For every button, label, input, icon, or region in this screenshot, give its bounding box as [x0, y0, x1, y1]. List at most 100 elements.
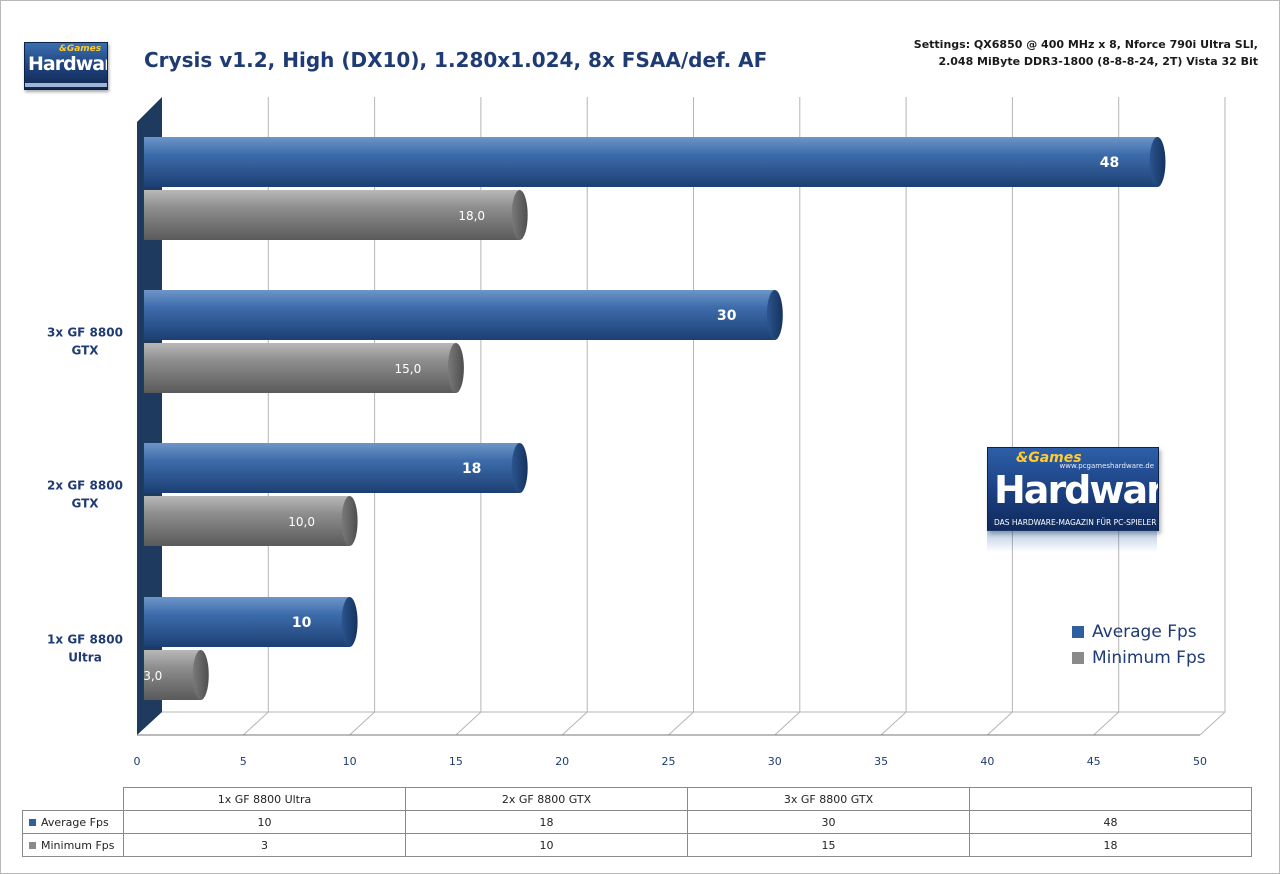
watermark-games-text: &Games: [1016, 450, 1082, 466]
settings-text: Settings: QX6850 @ 400 MHz x 8, Nforce 7…: [838, 36, 1258, 70]
bar-chart: 0 5 10 15 20 25 30 35 40 45 50 48 18,0 30 15,0 3x GF 88…: [47, 97, 1226, 768]
grid-layer: [137, 97, 1226, 736]
floor-gridline-5: [242, 711, 269, 736]
bar-value-label-minimum: 15,0: [395, 362, 422, 376]
bar-cap-average: [511, 443, 528, 493]
watermark-reflection: [987, 530, 1157, 552]
legend-swatch-minimum: [1072, 652, 1084, 664]
data-table-cell: 18: [405, 810, 688, 834]
bar-average: [144, 290, 775, 340]
floor-gridline-20: [561, 711, 588, 736]
row-swatch-average: [29, 819, 36, 826]
logo-word-text: Hardware: [28, 53, 107, 75]
data-table-cell: 10: [405, 833, 688, 857]
floor-gridline-25: [668, 711, 694, 736]
bar-cap-minimum: [341, 496, 358, 546]
floor-gridline-15: [455, 711, 482, 736]
floor-gridline-30: [774, 711, 801, 736]
logo-games-text: &Games: [59, 44, 102, 54]
bar-cap-minimum: [511, 190, 528, 240]
left-axis-wall: [137, 97, 162, 735]
x-tick-label-0: 0: [134, 755, 141, 768]
data-table-col-4: [969, 787, 1252, 811]
category-label: GTX: [71, 497, 99, 511]
row-swatch-minimum: [29, 842, 36, 849]
data-table: 1x GF 8800 Ultra 2x GF 8800 GTX 3x GF 88…: [22, 787, 1252, 857]
data-table-row-average: Average Fps 10 18 30 48: [22, 810, 1252, 834]
bar-cap-average: [1149, 137, 1166, 187]
bar-value-label-minimum: 3,0: [143, 669, 162, 683]
x-tick-label-15: 15: [449, 755, 463, 768]
bar-minimum: [144, 190, 520, 240]
floor-gridline-35: [880, 711, 907, 736]
x-tick-label-50: 50: [1193, 755, 1207, 768]
data-table-cell: 15: [687, 833, 970, 857]
data-table-row-minimum: Minimum Fps 3 10 15 18: [22, 833, 1252, 857]
watermark-url-text: www.pcgameshardware.de: [1059, 462, 1155, 470]
x-tick-label-10: 10: [343, 755, 357, 768]
bar-cap-minimum: [192, 650, 209, 700]
data-table-col-1: 1x GF 8800 Ultra: [123, 787, 406, 811]
data-table-cell: 3: [123, 833, 406, 857]
data-table-corner: [22, 787, 124, 811]
bar-minimum: [144, 343, 456, 393]
chart-title: Crysis v1.2, High (DX10), 1.280x1.024, 8…: [144, 48, 768, 72]
category-label: 1x GF 8800: [47, 633, 123, 647]
x-tick-label-45: 45: [1087, 755, 1101, 768]
bar-average: [144, 137, 1158, 187]
bar-minimum: [144, 496, 350, 546]
pcgh-watermark-logo: &Games www.pcgameshardware.de Hardware D…: [987, 447, 1159, 531]
settings-line-2: 2.048 MiByte DDR3-1800 (8-8-8-24, 2T) Vi…: [938, 55, 1258, 68]
legend-label-average: Average Fps: [1092, 622, 1197, 642]
x-tick-label-30: 30: [768, 755, 782, 768]
x-tick-label-35: 35: [874, 755, 888, 768]
data-table-rowhead-minimum: Minimum Fps: [22, 833, 124, 857]
data-table-rowhead-average: Average Fps: [22, 810, 124, 834]
bar-average: [144, 443, 520, 493]
pcgh-logo: &Games Hardware: [24, 42, 108, 90]
category-label: GTX: [71, 344, 99, 358]
bar-value-label-average: 10: [292, 615, 312, 631]
category-label: 2x GF 8800: [47, 479, 123, 493]
x-tick-label-40: 40: [980, 755, 994, 768]
data-table-cell: 10: [123, 810, 406, 834]
logo-strip: [25, 83, 107, 87]
bar-value-label-minimum: 18,0: [458, 209, 485, 223]
data-table-rowlabel-minimum: Minimum Fps: [41, 838, 115, 852]
category-label: Ultra: [68, 651, 102, 665]
floor-gridline-45: [1093, 711, 1120, 736]
legend-item-minimum: Minimum Fps: [1072, 645, 1206, 671]
x-tick-label-5: 5: [240, 755, 247, 768]
data-table-cell: 30: [687, 810, 970, 834]
settings-line-1: Settings: QX6850 @ 400 MHz x 8, Nforce 7…: [913, 38, 1258, 51]
labels-layer: 0 5 10 15 20 25 30 35 40 45 50 48 18,0 30 15,0 3x GF 88…: [47, 155, 1207, 768]
data-table-col-2: 2x GF 8800 GTX: [405, 787, 688, 811]
bar-value-label-minimum: 10,0: [288, 515, 315, 529]
bar-average: [144, 597, 350, 647]
bar-value-label-average: 18: [462, 461, 481, 477]
data-table-col-3: 3x GF 8800 GTX: [687, 787, 970, 811]
data-table-header-row: 1x GF 8800 Ultra 2x GF 8800 GTX 3x GF 88…: [22, 787, 1252, 811]
bar-value-label-average: 30: [717, 308, 737, 324]
chart-legend: Average Fps Minimum Fps: [1072, 619, 1206, 671]
watermark-tagline: DAS HARDWARE-MAGAZIN FÜR PC-SPIELER: [994, 518, 1157, 527]
category-label: 3x GF 8800: [47, 326, 123, 340]
data-table-cell: 48: [969, 810, 1252, 834]
watermark-word-text: Hardware: [994, 468, 1158, 512]
legend-item-average: Average Fps: [1072, 619, 1206, 645]
bar-cap-average: [766, 290, 783, 340]
bar-cap-average: [341, 597, 358, 647]
floor-gridline-10: [349, 711, 375, 736]
bar-value-label-average: 48: [1100, 155, 1119, 171]
floor-gridline-40: [987, 711, 1013, 736]
data-table-rowlabel-average: Average Fps: [41, 815, 109, 829]
data-table-cell: 18: [969, 833, 1252, 857]
x-tick-label-25: 25: [662, 755, 676, 768]
legend-label-minimum: Minimum Fps: [1092, 648, 1206, 668]
bars-layer: [144, 137, 1166, 700]
bar-cap-minimum: [447, 343, 464, 393]
x-tick-label-20: 20: [555, 755, 569, 768]
legend-swatch-average: [1072, 626, 1084, 638]
bar-minimum: [144, 650, 201, 700]
floor-gridline-50: [1199, 711, 1226, 736]
